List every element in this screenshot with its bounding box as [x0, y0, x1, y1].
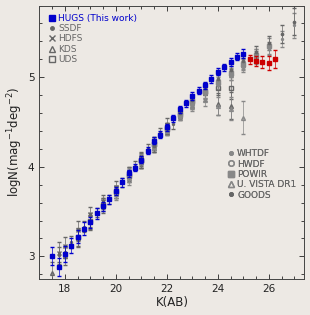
Y-axis label: logN(mag$^{-1}$deg$^{-2}$): logN(mag$^{-1}$deg$^{-2}$)	[6, 87, 25, 198]
X-axis label: K(AB): K(AB)	[155, 296, 188, 309]
Legend: WHTDF, HWDF, POWIR, U. VISTA DR1, GOODS: WHTDF, HWDF, POWIR, U. VISTA DR1, GOODS	[228, 148, 297, 201]
